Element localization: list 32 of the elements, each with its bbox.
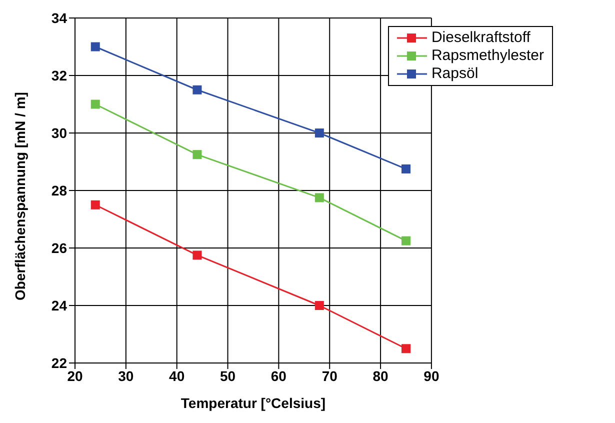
- y-tick-label: 22: [51, 354, 68, 371]
- x-tick-label: 20: [67, 368, 83, 384]
- y-tick-label: 28: [51, 182, 68, 198]
- point: [314, 193, 324, 202]
- x-tick-label: 50: [220, 368, 236, 384]
- x-tick-label: 70: [322, 368, 338, 384]
- point: [90, 42, 100, 52]
- x-tick-label: 80: [372, 368, 389, 384]
- legend-label: Dieselkraftstoff: [431, 29, 530, 47]
- y-tick-label: 32: [51, 67, 68, 84]
- y-tick-label: 24: [51, 297, 68, 314]
- y-axis-title: Oberflächenspannung [mN / m]: [12, 92, 28, 300]
- y-tick-label: 26: [51, 240, 68, 256]
- point: [192, 150, 202, 160]
- point: [401, 236, 410, 246]
- point: [90, 200, 100, 210]
- x-tick-label: 90: [424, 368, 440, 384]
- y-tick-label: 30: [51, 124, 68, 141]
- point: [314, 128, 324, 138]
- legend-label: Rapsmethylester: [431, 47, 544, 65]
- point: [314, 301, 324, 310]
- point: [192, 85, 202, 94]
- legend-label: Rapsöl: [431, 65, 478, 83]
- x-tick-label: 60: [270, 368, 287, 384]
- point: [401, 344, 410, 354]
- point: [401, 164, 410, 174]
- point: [192, 250, 202, 260]
- y-tick-label: 34: [51, 10, 68, 26]
- point: [90, 100, 100, 109]
- x-axis-title: Temperatur [°Celsius]: [180, 395, 326, 411]
- x-tick-label: 40: [169, 368, 185, 384]
- x-tick-label: 30: [118, 368, 134, 384]
